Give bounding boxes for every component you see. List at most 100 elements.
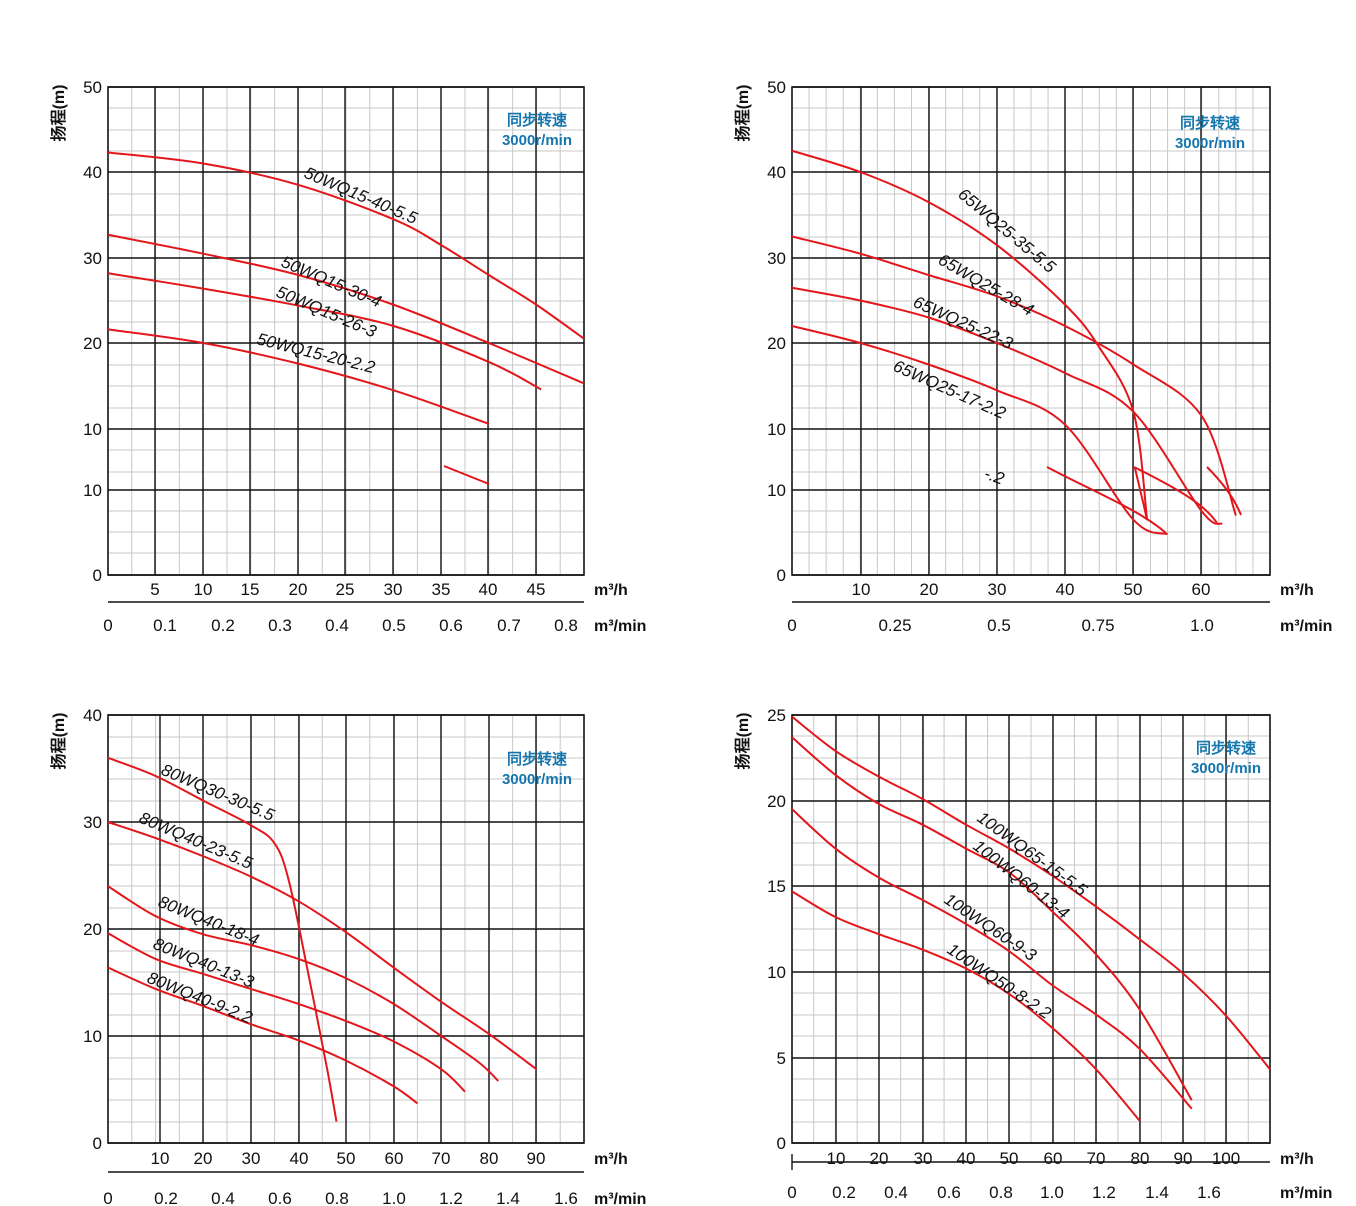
x-tick-label-primary: 60 <box>1192 580 1211 599</box>
y-tick-label: 20 <box>767 792 786 811</box>
x-tick-label-primary: 40 <box>479 580 498 599</box>
series-line-80WQ40-23-5.5 <box>107 821 537 1070</box>
x-tick-label-primary: 15 <box>241 580 260 599</box>
x-tick-label-primary: 20 <box>289 580 308 599</box>
x-tick-label-primary: 20 <box>920 580 939 599</box>
x-tick-label-secondary: 0.4 <box>211 1189 235 1206</box>
curve-fragment <box>443 465 490 485</box>
curve-fragment <box>1046 466 1167 534</box>
x-tick-label-secondary: 1.0 <box>1040 1183 1064 1202</box>
x-tick-label-secondary: 1.6 <box>554 1189 578 1206</box>
curve-fragment <box>1133 466 1218 524</box>
plot-frame <box>107 714 585 1144</box>
x-tick-label-secondary: 0.6 <box>937 1183 961 1202</box>
x-tick-label-secondary: 0.75 <box>1081 616 1114 635</box>
x-tick-label-secondary: 1.2 <box>439 1189 463 1206</box>
series-line-65WQ25-28-4 <box>791 235 1237 516</box>
speed-note-line1: 同步转速 <box>506 751 567 768</box>
x-tick-label-primary: 30 <box>384 580 403 599</box>
y-tick-label: 30 <box>83 249 102 268</box>
x-tick-label-primary: 50 <box>337 1149 356 1168</box>
speed-note-line1: 同步转速 <box>1179 115 1240 132</box>
x-tick-label-secondary: 1.4 <box>1145 1183 1169 1202</box>
series-line-100WQ60-13-4 <box>791 736 1193 1101</box>
x-tick-label-primary: 25 <box>336 580 355 599</box>
speed-note-line2: 3000r/min <box>501 771 573 788</box>
x-tick-label-primary: 60 <box>1044 1149 1063 1168</box>
x-tick-label-primary: 40 <box>957 1149 976 1168</box>
x-tick-label-secondary: 0.2 <box>154 1189 178 1206</box>
x-tick-label-primary: 30 <box>914 1149 933 1168</box>
x-tick-label-primary: 80 <box>480 1149 499 1168</box>
y-tick-label: 0 <box>93 1134 102 1153</box>
chart-1: 0 10 10 20 30 40 50 扬程(m) 10 20 30 40 50 60 m³/h 0 0.25 0… <box>733 78 1332 635</box>
curve-fragment <box>1206 466 1242 516</box>
x-tick-label-secondary: 0 <box>787 616 796 635</box>
x-unit-primary: m³/h <box>1280 1151 1314 1168</box>
x-tick-label-primary: 10 <box>194 580 213 599</box>
x-tick-label-secondary: 0.7 <box>497 616 521 635</box>
x-tick-label-secondary: 0.4 <box>884 1183 908 1202</box>
speed-note-2: 同步转速 3000r/min <box>487 750 587 790</box>
x-unit-primary: m³/h <box>594 582 628 599</box>
plot-frame <box>107 86 585 576</box>
y-tick-label: 10 <box>83 1027 102 1046</box>
x-tick-label-primary: 90 <box>1174 1149 1193 1168</box>
x-tick-label-primary: 5 <box>150 580 159 599</box>
speed-note-line1: 同步转速 <box>506 112 567 129</box>
series-line-50WQ15-20-2.2 <box>107 328 490 425</box>
x-tick-label-secondary: 0.8 <box>554 616 578 635</box>
series-line-80WQ30-30-5.5 <box>107 756 338 1122</box>
series-label-80WQ30-30-5.5: 80WQ30-30-5.5 <box>158 760 277 825</box>
speed-note-line2: 3000r/min <box>1174 135 1246 152</box>
series-line-100WQ60-9-3 <box>791 808 1193 1110</box>
chart-3: 0 5 10 15 20 25 扬程(m) 10 20 30 40 50 60 70 80 90 100 m³/h… <box>733 706 1332 1202</box>
x-tick-label-secondary: 1.2 <box>1092 1183 1116 1202</box>
y-tick-label: 10 <box>767 481 786 500</box>
x-unit-secondary: m³/min <box>594 1191 646 1206</box>
y-tick-label: 40 <box>767 163 786 182</box>
y-tick-label: 25 <box>767 706 786 725</box>
x-tick-label-secondary: 0.25 <box>878 616 911 635</box>
y-tick-label: 20 <box>767 334 786 353</box>
x-tick-label-primary: 70 <box>432 1149 451 1168</box>
y-tick-label: 10 <box>767 420 786 439</box>
speed-note-1: 同步转速 3000r/min <box>1160 114 1260 154</box>
speed-note-line2: 3000r/min <box>501 132 573 149</box>
x-tick-label-secondary: 0.4 <box>325 616 349 635</box>
x-tick-label-primary: 10 <box>827 1149 846 1168</box>
x-unit-primary: m³/h <box>594 1151 628 1168</box>
y-tick-label: 10 <box>767 963 786 982</box>
x-tick-label-primary: 50 <box>1124 580 1143 599</box>
y-axis-label: 扬程(m) <box>49 85 68 142</box>
x-tick-label-secondary: 0.6 <box>268 1189 292 1206</box>
series-label-100WQ50-8-2.2: 100WQ50-8-2.2 <box>944 940 1055 1024</box>
speed-note-line2: 3000r/min <box>1190 760 1262 777</box>
x-tick-label-secondary: 0.5 <box>987 616 1011 635</box>
x-tick-label-primary: 10 <box>852 580 871 599</box>
y-tick-label: 40 <box>83 706 102 725</box>
x-tick-label-primary: 35 <box>432 580 451 599</box>
x-tick-label-primary: 20 <box>194 1149 213 1168</box>
speed-note-line1: 同步转速 <box>1195 740 1256 757</box>
x-unit-secondary: m³/min <box>594 618 646 635</box>
y-tick-label: 30 <box>83 813 102 832</box>
y-tick-label: 40 <box>83 163 102 182</box>
x-tick-label-primary: 50 <box>1000 1149 1019 1168</box>
series-line-50WQ15-40-5.5 <box>107 151 585 340</box>
series-line-65WQ25-22-3 <box>791 286 1223 525</box>
y-tick-label: 10 <box>83 481 102 500</box>
x-tick-label-secondary: 1.0 <box>382 1189 406 1206</box>
y-tick-label: 0 <box>777 1134 786 1153</box>
x-tick-label-primary: 70 <box>1087 1149 1106 1168</box>
x-tick-label-primary: 80 <box>1131 1149 1150 1168</box>
y-axis-label: 扬程(m) <box>733 713 752 770</box>
x-unit-secondary: m³/min <box>1280 618 1332 635</box>
x-tick-label-secondary: 0.6 <box>439 616 463 635</box>
x-tick-label-primary: 100 <box>1212 1149 1240 1168</box>
curve-fragment <box>1134 467 1148 521</box>
x-tick-label-secondary: 0.2 <box>832 1183 856 1202</box>
x-tick-label-primary: 10 <box>151 1149 170 1168</box>
curve-annotation: -.2 <box>982 464 1008 489</box>
